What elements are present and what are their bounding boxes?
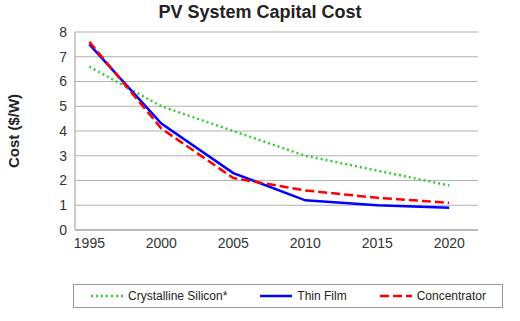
html-text:Thin Film: Thin Film — [297, 289, 347, 303]
svg-text:2020: 2020 — [434, 235, 465, 251]
html-text:Crystalline Silicon*: Crystalline Silicon* — [128, 289, 228, 303]
svg-text:1995: 1995 — [74, 235, 105, 251]
html-text:Concentrator: Concentrator — [416, 289, 486, 303]
svg-text:6: 6 — [59, 73, 67, 89]
svg-text:2015: 2015 — [362, 235, 393, 251]
svg-text:5: 5 — [59, 98, 67, 114]
svg-text:1: 1 — [59, 197, 67, 213]
svg-text:3: 3 — [59, 148, 67, 164]
svg-text:2: 2 — [59, 172, 67, 188]
svg-text:7: 7 — [59, 49, 67, 65]
svg-text:8: 8 — [59, 26, 67, 40]
svg-text:2005: 2005 — [218, 235, 249, 251]
svg-text:0: 0 — [59, 222, 67, 238]
svg-text:2010: 2010 — [290, 235, 321, 251]
svg-text:Cost ($/W): Cost ($/W) — [8, 94, 22, 168]
svg-text:2000: 2000 — [146, 235, 177, 251]
svg-text:4: 4 — [59, 123, 67, 139]
html-text:PV System Capital Cost: PV System Capital Cost — [158, 2, 362, 22]
